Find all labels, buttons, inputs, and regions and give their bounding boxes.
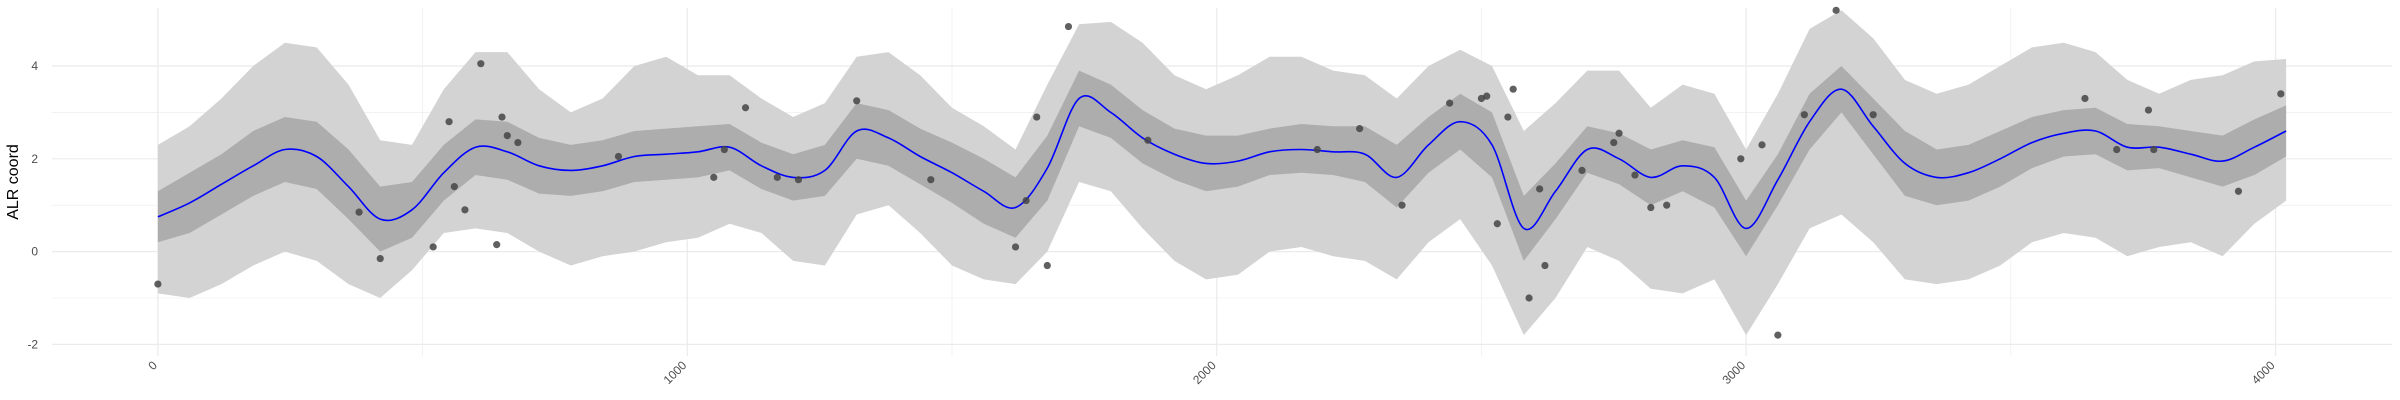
data-point [1610,138,1618,147]
data-point [1631,171,1639,179]
data-point [1737,155,1745,163]
data-point [477,60,485,68]
y-tick-label: -2 [27,337,38,351]
data-point [1541,261,1549,270]
data-point [741,104,750,112]
data-point [614,152,623,161]
data-point [154,280,162,288]
data-point [2113,145,2121,154]
data-point [1663,201,1671,209]
data-point [1446,99,1454,107]
data-point [514,138,522,147]
data-point [1144,136,1152,144]
data-point [1615,129,1623,137]
data-point [1869,111,1877,119]
data-point [2081,94,2089,103]
data-point [2144,106,2153,114]
data-point [445,118,453,126]
data-point [720,145,728,154]
data-point [853,97,861,105]
data-point [1536,185,1544,193]
y-tick-label: 4 [31,59,38,73]
data-point [1356,125,1364,133]
data-point [376,254,384,263]
data-point [1525,294,1533,302]
data-point [503,132,511,140]
data-point [1022,196,1030,205]
y-tick-label: 0 [31,245,38,259]
data-point [773,173,781,181]
data-point [927,176,935,184]
data-point [1033,113,1041,121]
y-axis-title: ALR coord [5,144,22,220]
data-point [2234,187,2243,195]
data-point [1774,331,1782,339]
data-point [1483,92,1491,100]
data-point [1493,220,1501,228]
data-point [794,176,803,184]
mean-line [157,88,2287,231]
data-point [1313,145,1321,154]
data-point [498,113,506,121]
data-point [493,241,501,249]
data-point [1011,243,1020,251]
data-point [2150,145,2158,154]
data-point [450,183,458,191]
data-point [1064,22,1073,31]
data-point [710,173,718,181]
data-point [1504,113,1512,121]
data-point [1832,6,1840,14]
data-point [429,243,437,251]
data-point [1509,85,1517,93]
y-tick-label: 2 [31,152,38,166]
data-point [461,206,469,214]
mean-line-group [157,88,2287,231]
data-points [154,6,2285,339]
data-point [1578,166,1586,174]
data-point [1800,111,1808,119]
data-point [1398,201,1406,209]
data-point [2277,90,2285,98]
data-point [1758,141,1766,149]
data-point [1647,203,1655,212]
data-point [355,208,363,216]
data-point [1043,261,1051,270]
